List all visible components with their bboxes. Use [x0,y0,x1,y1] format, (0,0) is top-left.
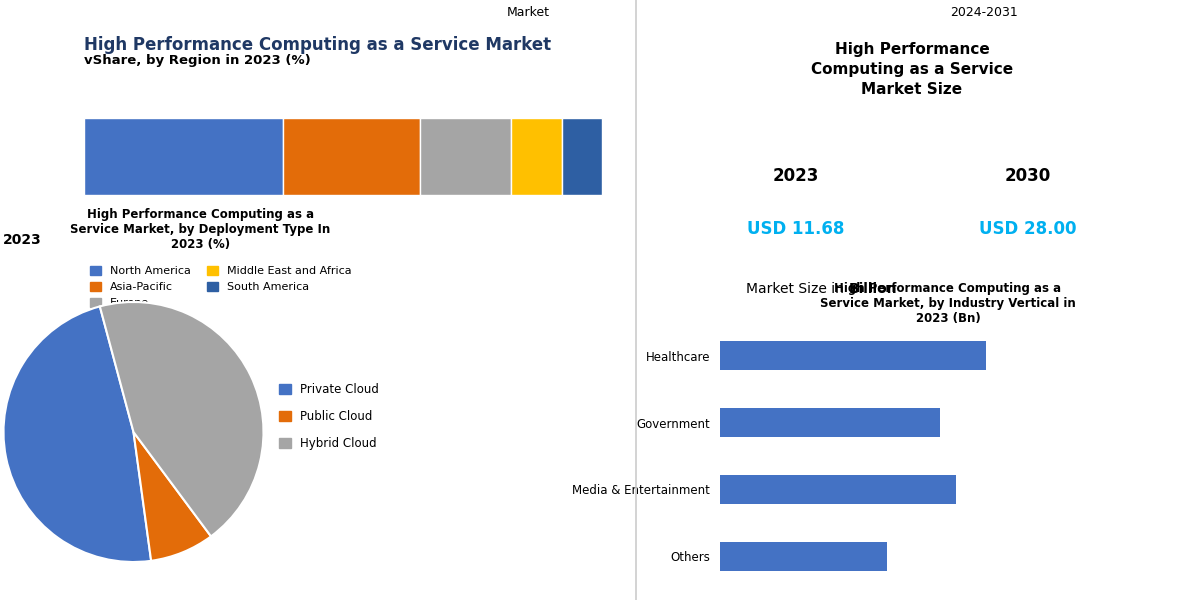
Text: 2023: 2023 [4,233,42,247]
Bar [283,118,420,194]
Text: Market Size in: Market Size in [746,282,848,296]
Text: High Performance Computing as a
Service Market, by Deployment Type In
2023 (%): High Performance Computing as a Service … [71,208,331,251]
Text: 2030: 2030 [1006,167,1051,185]
Bar [84,118,283,194]
Bar [720,341,986,370]
Bar [720,475,955,503]
Text: 2023: 2023 [773,167,820,185]
Bar [562,118,601,194]
Bar [420,118,511,194]
Wedge shape [4,307,151,562]
Text: vShare, by Region in 2023 (%): vShare, by Region in 2023 (%) [84,53,311,67]
Bar [720,542,887,571]
Bar [511,118,562,194]
Text: High Performance
Computing as a Service
Market Size: High Performance Computing as a Service … [811,42,1013,97]
Bar [720,409,941,437]
Text: 2024-2031: 2024-2031 [950,6,1018,19]
Text: Market: Market [506,6,550,19]
Wedge shape [100,302,264,536]
Text: USD 11.68: USD 11.68 [748,220,845,238]
Legend: North America, Asia-Pacific, Europe, Middle East and Africa, South America: North America, Asia-Pacific, Europe, Mid… [90,266,352,308]
Title: High Performance Computing as a
Service Market, by Industry Vertical in
2023 (Bn: High Performance Computing as a Service … [820,281,1076,325]
Wedge shape [133,432,211,561]
Legend: Private Cloud, Public Cloud, Hybrid Cloud: Private Cloud, Public Cloud, Hybrid Clou… [280,383,379,450]
Text: High Performance Computing as a Service Market: High Performance Computing as a Service … [84,36,552,54]
Text: USD 28.00: USD 28.00 [979,220,1076,238]
Text: Billion: Billion [848,282,898,296]
